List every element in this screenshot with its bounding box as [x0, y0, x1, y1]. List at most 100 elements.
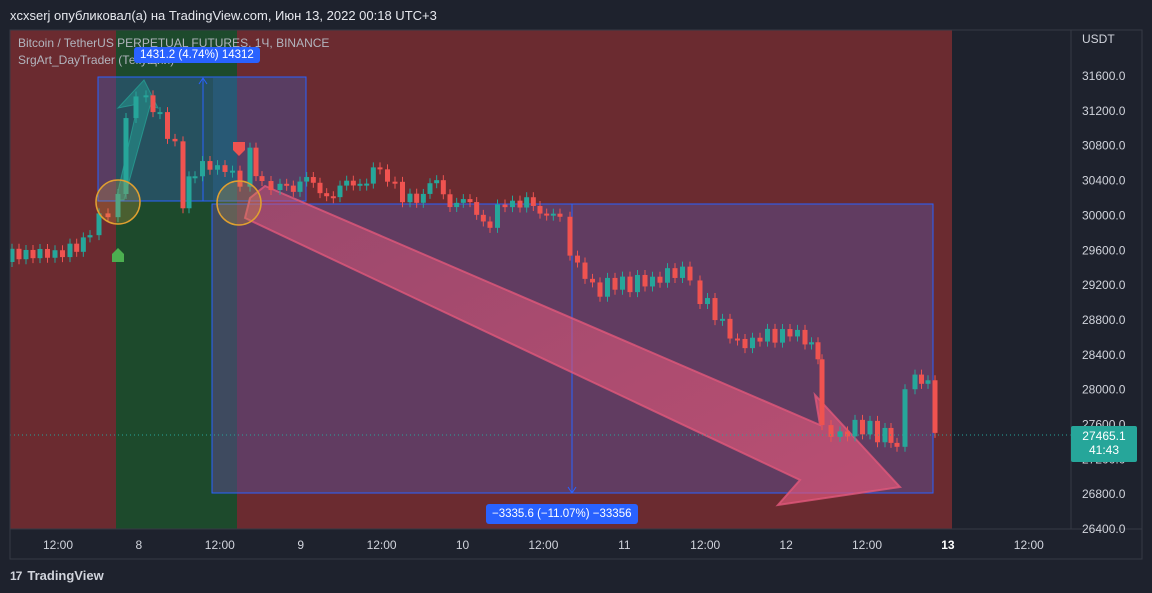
candle-body [150, 95, 156, 113]
candle-body [297, 181, 303, 192]
candle-body [133, 96, 139, 119]
candle-body [597, 282, 603, 297]
candle-body [237, 170, 243, 187]
candle-body [96, 213, 102, 236]
candle-body [544, 213, 550, 216]
publication-info-text: xcxserj опубликовал(а) на TradingView.co… [10, 8, 437, 23]
buy-signal-marker [112, 248, 124, 262]
candle-body [487, 221, 493, 228]
candle-body [317, 182, 323, 194]
bar-countdown: 41:43 [1088, 443, 1120, 457]
highlight-circle-exit[interactable] [216, 180, 262, 226]
currency-label[interactable]: USDT [1082, 32, 1115, 46]
candle-body [809, 342, 814, 345]
price-axis-ticks: 31600.0 31200.0 30800.0 30400.0 30000.0 29600… [1082, 69, 1126, 536]
candle-body [902, 389, 908, 447]
candle-body [259, 176, 265, 182]
long-measure-arrowhead [198, 77, 208, 85]
candle-body [530, 197, 536, 206]
candle-body [605, 277, 610, 297]
time-tick-label: 12:00 [690, 538, 720, 552]
candle-body [284, 183, 290, 186]
candle-body [582, 262, 588, 279]
candle-body [919, 374, 924, 384]
candle-body [385, 169, 390, 182]
candle-body [268, 181, 274, 191]
candle-body [627, 276, 633, 293]
candle-body [337, 185, 343, 198]
candle-body [454, 202, 460, 208]
candle-body [852, 419, 858, 437]
chart-frame [9, 29, 1143, 560]
candle-body [502, 204, 508, 208]
candle-body [222, 165, 228, 172]
candle-body [357, 183, 363, 186]
candle-body [735, 338, 740, 341]
candle-body [172, 138, 178, 142]
time-tick-label: 9 [297, 538, 304, 552]
candle-body [932, 380, 938, 433]
tradingview-logo-text: TradingView [27, 568, 104, 583]
candle-body [215, 165, 220, 170]
candle-body [720, 318, 725, 321]
candle-body [567, 216, 573, 256]
candle-body [575, 255, 580, 263]
candle-body [434, 180, 440, 184]
candle-body [867, 420, 873, 435]
candle-body [550, 213, 556, 216]
candle-body [882, 427, 888, 443]
candle-body [407, 193, 413, 203]
time-tick-label: 11 [618, 538, 631, 552]
candle-body [9, 248, 15, 262]
candle-body [474, 202, 480, 215]
candle-body [642, 274, 648, 287]
candle-body [247, 147, 253, 187]
candle-body [765, 328, 770, 342]
price-tick-label: 28400.0 [1082, 348, 1126, 362]
tradingview-logo-icon: 17 [10, 568, 22, 583]
time-tick-label: 10 [456, 538, 470, 552]
candle-body [324, 193, 330, 197]
candle-body [74, 243, 80, 252]
symbol-legend[interactable]: Bitcoin / TetherUS PERPETUAL FUTURES, 1Ч… [18, 36, 330, 50]
time-tick-label: 12:00 [1014, 538, 1044, 552]
candle-body [143, 95, 149, 98]
candle-body [925, 380, 931, 384]
candle-body [787, 329, 793, 337]
price-tick-label: 31200.0 [1082, 104, 1126, 118]
price-tick-label: 29200.0 [1082, 278, 1126, 292]
down-trend-arrow[interactable] [243, 184, 903, 507]
candle-body [590, 278, 595, 283]
candle-body [912, 374, 918, 390]
candle-body [427, 183, 433, 194]
candle-body [845, 431, 850, 437]
candle-body [875, 420, 880, 443]
sell-signal-marker [233, 142, 245, 156]
price-tick-label: 30800.0 [1082, 139, 1126, 153]
price-tick-label: 31600.0 [1082, 69, 1126, 83]
candle-body [180, 141, 186, 209]
candle-body [420, 193, 426, 203]
current-price-tag: 27465.1 41:43 [1071, 426, 1137, 462]
candle-body [795, 329, 800, 337]
time-tick-label: 12:00 [367, 538, 397, 552]
candle-body [230, 170, 235, 173]
time-axis-ticks: 12:00 8 12:00 9 12:00 10 12:00 11 12:00 12 12:00 13… [43, 538, 1044, 552]
long-measure-label: 1431.2 (4.74%) 14312 [134, 47, 260, 63]
candle-body [672, 268, 678, 278]
candle-body [330, 196, 336, 199]
long-box-overlap [213, 77, 237, 201]
candle-body [772, 328, 778, 343]
short-measure-label: −3335.6 (−11.07%) −33356 [486, 504, 638, 524]
candle-body [165, 112, 170, 139]
tradingview-logo[interactable]: 17 TradingView [10, 568, 104, 583]
highlight-circle-entry[interactable] [95, 179, 141, 225]
candle-body [377, 167, 383, 170]
candle-body [370, 167, 376, 184]
time-axis-bg[interactable] [10, 529, 1142, 559]
candle-body [537, 205, 543, 214]
candle-body [517, 200, 523, 208]
candle-body [277, 183, 283, 191]
candle-body [186, 176, 192, 209]
